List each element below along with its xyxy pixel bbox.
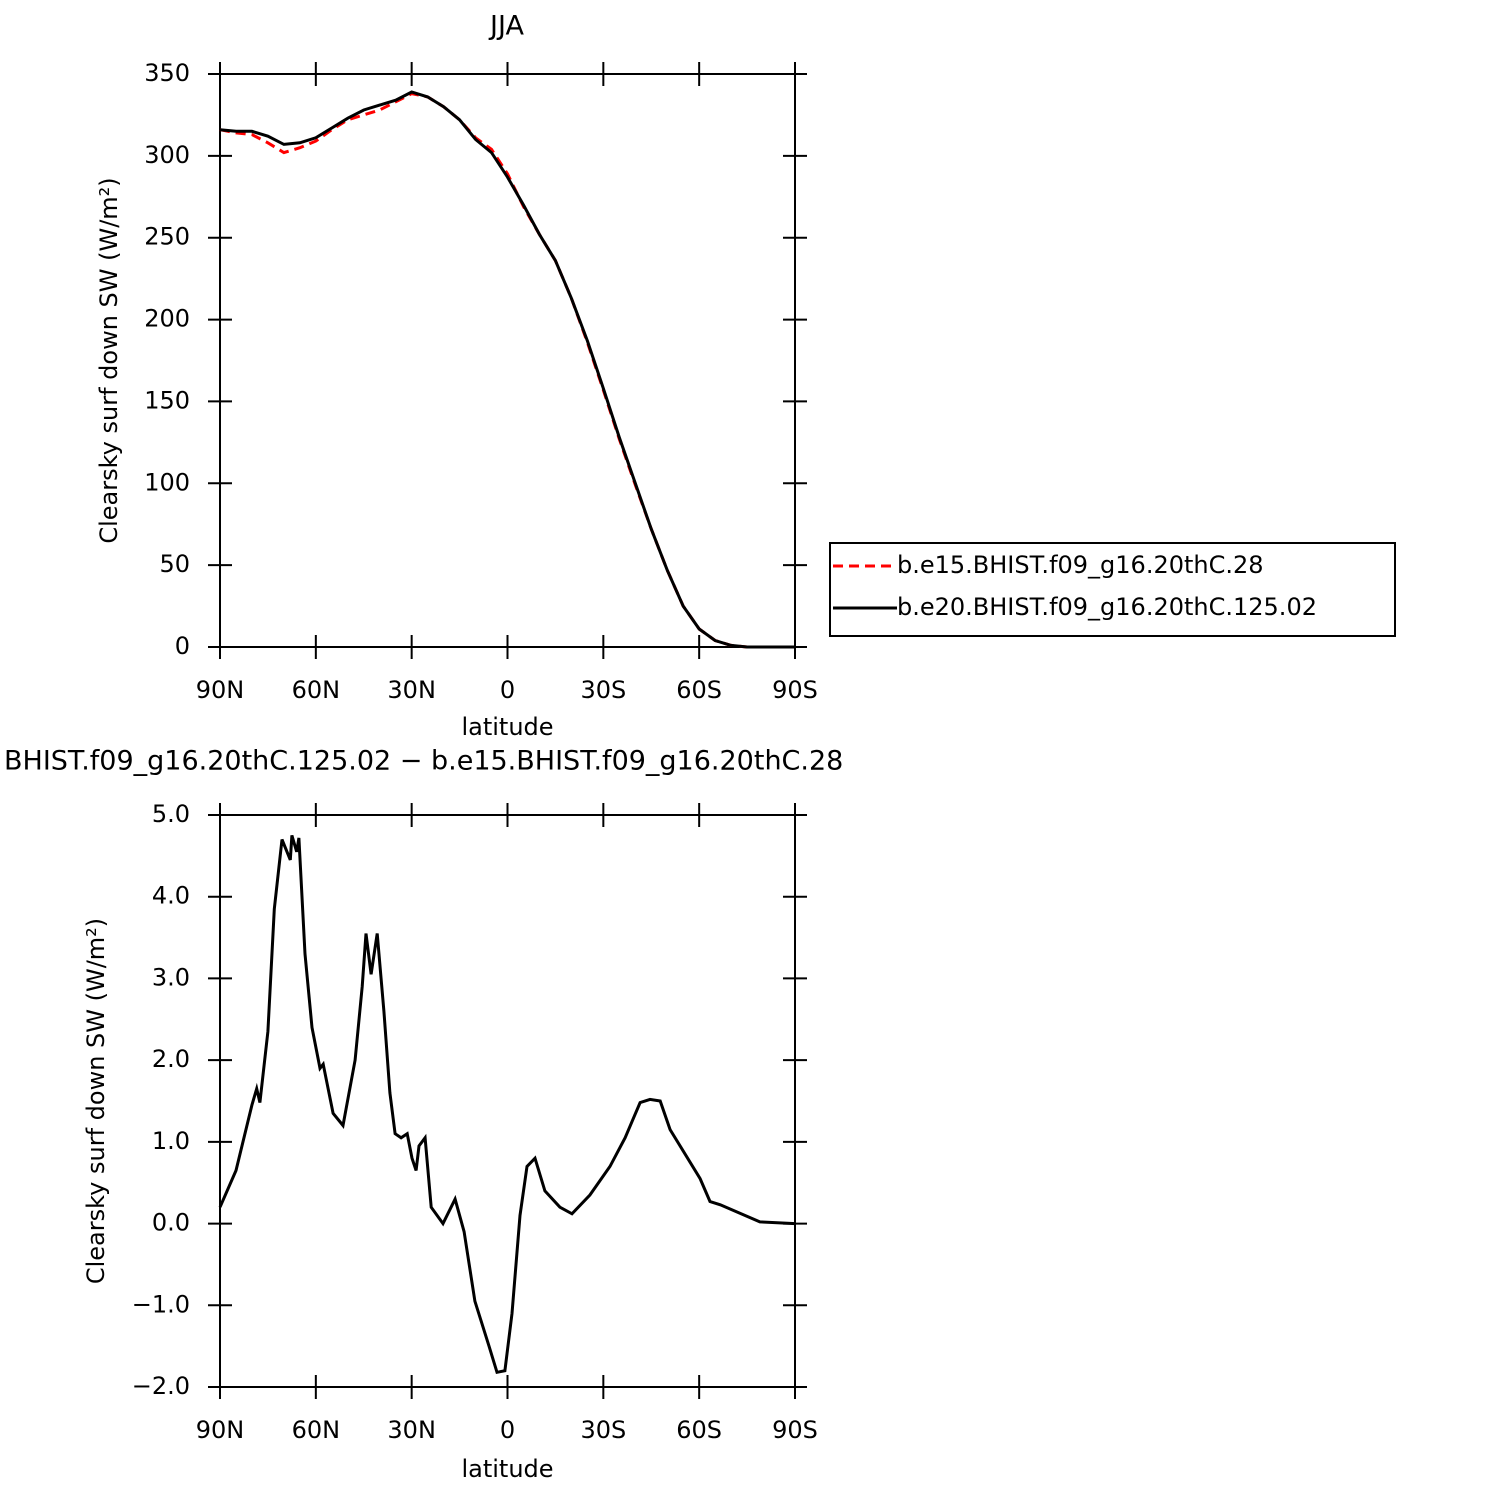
x-tick-label: 90S	[772, 1416, 818, 1444]
y-tick-label: 50	[159, 550, 190, 578]
x-tick-label: 90S	[772, 676, 818, 704]
x-tick-label: 0	[500, 1416, 515, 1444]
chart-title: BHIST.f09_g16.20thC.125.02 − b.e15.BHIST…	[4, 746, 843, 777]
x-tick-label: 60S	[676, 1416, 722, 1444]
x-tick-label: 60N	[292, 1416, 341, 1444]
y-tick-label: −2.0	[132, 1372, 190, 1400]
chart-title: JJA	[488, 11, 524, 42]
x-tick-label: 0	[500, 676, 515, 704]
data-line	[219, 90, 795, 649]
x-tick-label: 30N	[387, 1416, 436, 1444]
y-tick-label: 300	[144, 141, 190, 169]
y-tick-label: 150	[144, 386, 190, 414]
x-tick-label: 90N	[196, 1416, 245, 1444]
y-tick-label: 0.0	[152, 1209, 190, 1237]
y-tick-label: 350	[144, 59, 190, 87]
y-tick-label: −1.0	[132, 1290, 190, 1318]
y-tick-label: 2.0	[152, 1045, 190, 1073]
legend-label: b.e15.BHIST.f09_g16.20thC.28	[897, 551, 1264, 579]
x-tick-label: 30N	[387, 676, 436, 704]
x-tick-label: 60N	[292, 676, 341, 704]
y-axis-label: Clearsky surf down SW (W/m²)	[82, 918, 110, 1284]
y-axis-label: Clearsky surf down SW (W/m²)	[95, 177, 123, 543]
legend-label: b.e20.BHIST.f09_g16.20thC.125.02	[897, 593, 1317, 621]
x-axis-label: latitude	[461, 713, 553, 741]
legend-box	[829, 542, 1396, 637]
x-axis-label: latitude	[461, 1455, 553, 1483]
x-tick-label: 30S	[580, 1416, 626, 1444]
y-tick-label: 3.0	[152, 963, 190, 991]
plot-frame	[219, 73, 796, 648]
y-tick-label: 0	[175, 632, 190, 660]
data-line	[218, 834, 796, 1375]
x-tick-label: 30S	[580, 676, 626, 704]
x-tick-label: 90N	[196, 676, 245, 704]
y-tick-label: 5.0	[152, 800, 190, 828]
y-tick-label: 1.0	[152, 1127, 190, 1155]
y-tick-label: 200	[144, 305, 190, 333]
y-tick-label: 100	[144, 468, 190, 496]
y-tick-label: 4.0	[152, 882, 190, 910]
y-tick-label: 250	[144, 223, 190, 251]
plot-frame	[219, 814, 796, 1388]
x-tick-label: 60S	[676, 676, 722, 704]
